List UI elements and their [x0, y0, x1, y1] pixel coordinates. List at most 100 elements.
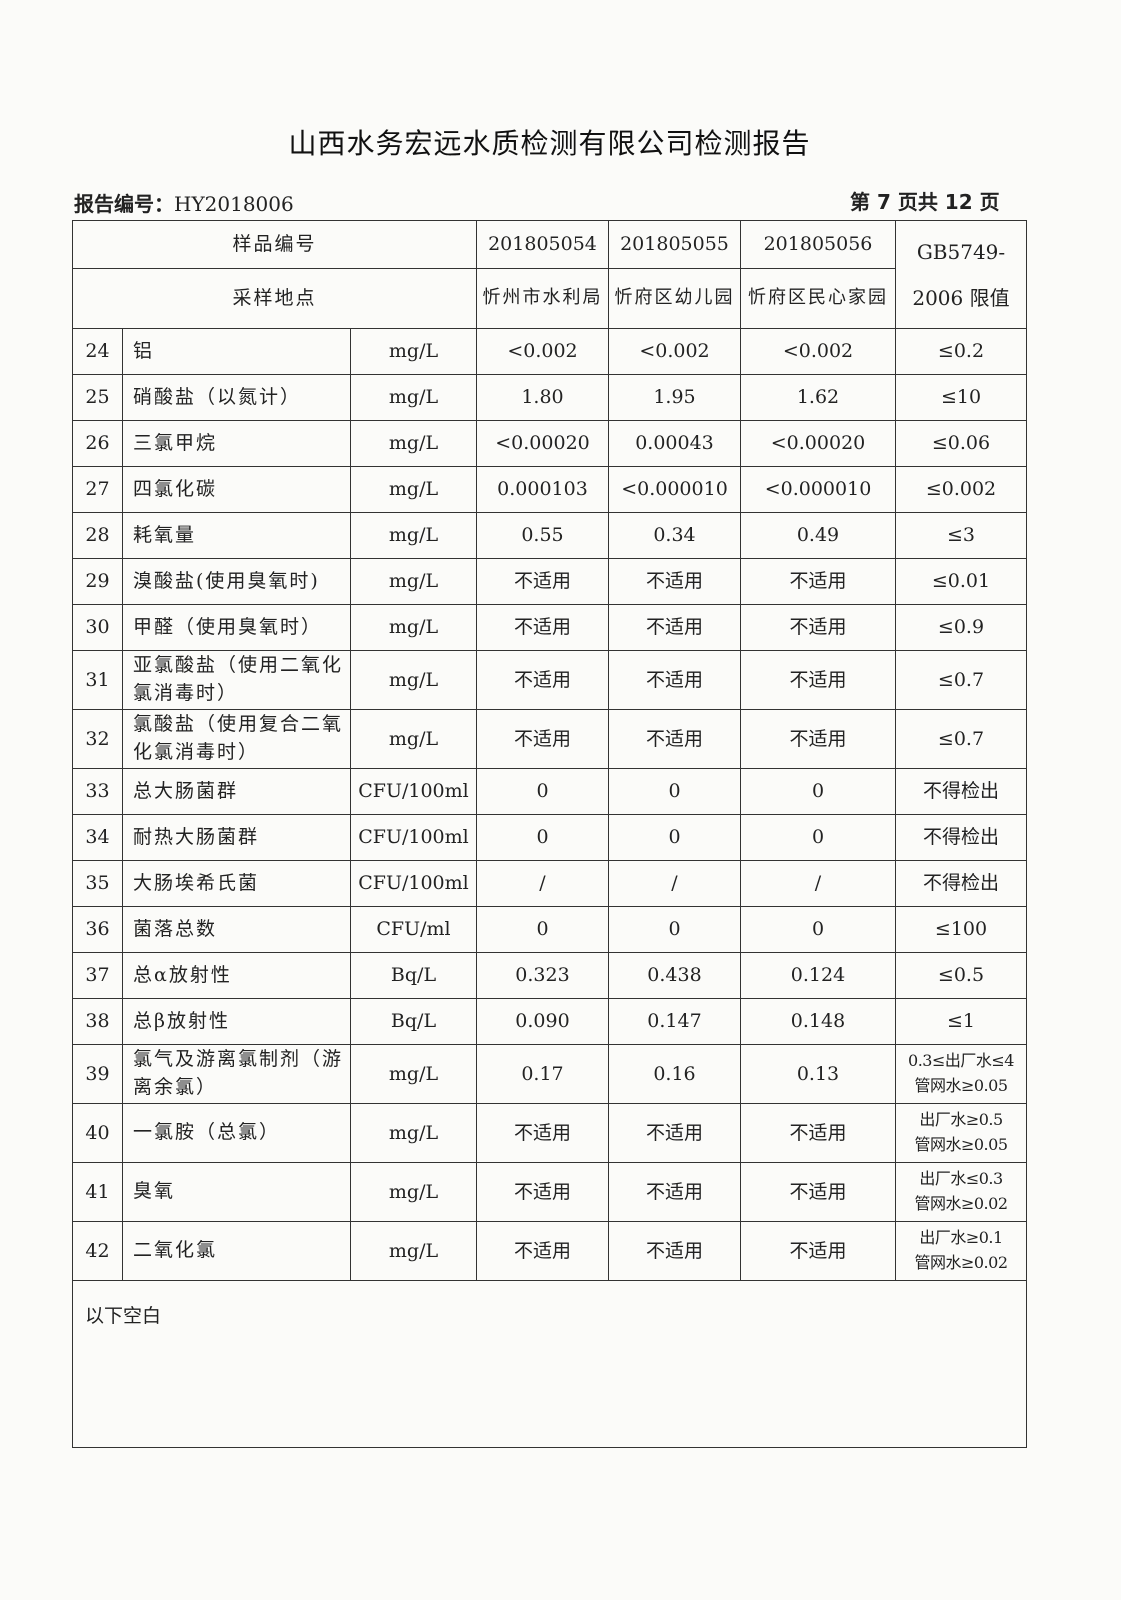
- limit-line: 出厂水≥0.5: [919, 1110, 1003, 1130]
- limit-value: ≤0.2: [895, 328, 1027, 375]
- sample-no-label: 样品编号: [72, 220, 477, 269]
- result-value: 不适用: [476, 709, 609, 769]
- item-name: 菌落总数: [122, 906, 351, 953]
- result-value: 1.80: [476, 374, 609, 421]
- table-row: 41 臭氧 mg/L 不适用 不适用 不适用 出厂水≤0.3 管网水≥0.02: [72, 1162, 1027, 1222]
- item-unit: mg/L: [350, 558, 477, 605]
- sample-site: 忻府区民心家园: [740, 268, 896, 329]
- table-row: 42 二氧化氯 mg/L 不适用 不适用 不适用 出厂水≥0.1 管网水≥0.02: [72, 1221, 1027, 1281]
- table-row: 34 耐热大肠菌群 CFU/100ml 0 0 0 不得检出: [72, 814, 1027, 861]
- item-unit: mg/L: [350, 1044, 477, 1104]
- item-unit: CFU/ml: [350, 906, 477, 953]
- item-name: 大肠埃希氏菌: [122, 860, 351, 907]
- item-unit: mg/L: [350, 709, 477, 769]
- item-name: 耗氧量: [122, 512, 351, 559]
- item-name: 一氯胺（总氯）: [122, 1103, 351, 1163]
- limit-value: ≤0.7: [895, 709, 1027, 769]
- item-name: 总大肠菌群: [122, 768, 351, 815]
- table-row: 40 一氯胺（总氯） mg/L 不适用 不适用 不适用 出厂水≥0.5 管网水≥0.05: [72, 1103, 1027, 1163]
- limit-value: ≤3: [895, 512, 1027, 559]
- result-value: <0.00020: [476, 420, 609, 467]
- result-value: /: [740, 860, 896, 907]
- result-value: 0.00043: [608, 420, 741, 467]
- item-number: 34: [72, 814, 123, 861]
- item-name: 总β放射性: [122, 998, 351, 1045]
- item-unit: mg/L: [350, 512, 477, 559]
- result-value: 0.13: [740, 1044, 896, 1104]
- sample-site: 忻府区幼儿园: [608, 268, 741, 329]
- result-value: 不适用: [476, 1103, 609, 1163]
- result-value: 不适用: [740, 650, 896, 710]
- table-row: 30 甲醛（使用臭氧时） mg/L 不适用 不适用 不适用 ≤0.9: [72, 604, 1027, 651]
- result-value: /: [608, 860, 741, 907]
- result-value: 不适用: [740, 1221, 896, 1281]
- page-info: 第 7 页共 12 页: [850, 190, 1000, 214]
- limit-value: ≤0.06: [895, 420, 1027, 467]
- result-value: 0: [740, 814, 896, 861]
- limit-value: ≤0.01: [895, 558, 1027, 605]
- limit-value: ≤0.002: [895, 466, 1027, 513]
- item-name: 硝酸盐（以氮计）: [122, 374, 351, 421]
- result-value: 1.95: [608, 374, 741, 421]
- table-row: 39 氯气及游离氯制剂（游离余氯） mg/L 0.17 0.16 0.13 0.3≤出厂水≤…: [72, 1044, 1027, 1104]
- result-value: 0: [608, 768, 741, 815]
- limit-value: 出厂水≥0.5 管网水≥0.05: [895, 1103, 1027, 1163]
- result-value: 不适用: [608, 709, 741, 769]
- result-value: 不适用: [740, 604, 896, 651]
- item-unit: CFU/100ml: [350, 860, 477, 907]
- result-value: 0.55: [476, 512, 609, 559]
- table-row: 32 氯酸盐（使用复合二氧化氯消毒时） mg/L 不适用 不适用 不适用 ≤0.7: [72, 709, 1027, 769]
- result-value: 0: [608, 906, 741, 953]
- table-row: 36 菌落总数 CFU/ml 0 0 0 ≤100: [72, 906, 1027, 953]
- item-number: 27: [72, 466, 123, 513]
- item-name: 甲醛（使用臭氧时）: [122, 604, 351, 651]
- result-value: 0.16: [608, 1044, 741, 1104]
- item-name: 二氧化氯: [122, 1221, 351, 1281]
- result-value: 0.147: [608, 998, 741, 1045]
- item-number: 40: [72, 1103, 123, 1163]
- item-number: 36: [72, 906, 123, 953]
- result-value: 0.438: [608, 952, 741, 999]
- limit-value: ≤0.5: [895, 952, 1027, 999]
- site-label: 采样地点: [72, 268, 477, 329]
- result-value: 0.17: [476, 1044, 609, 1104]
- result-value: 不适用: [740, 1162, 896, 1222]
- item-unit: Bq/L: [350, 998, 477, 1045]
- result-value: 0: [476, 768, 609, 815]
- item-name: 氯气及游离氯制剂（游离余氯）: [122, 1044, 351, 1104]
- result-value: <0.002: [740, 328, 896, 375]
- result-value: 不适用: [476, 650, 609, 710]
- item-name: 耐热大肠菌群: [122, 814, 351, 861]
- result-value: <0.000010: [608, 466, 741, 513]
- result-value: 0.000103: [476, 466, 609, 513]
- report-number: 报告编号：HY2018006: [74, 188, 294, 217]
- limit-line: 出厂水≥0.1: [919, 1228, 1003, 1248]
- result-value: 不适用: [740, 1103, 896, 1163]
- limit-value: ≤10: [895, 374, 1027, 421]
- result-value: 0.34: [608, 512, 741, 559]
- table-row: 24 铝 mg/L <0.002 <0.002 <0.002 ≤0.2: [72, 328, 1027, 375]
- report-number-value: HY2018006: [174, 192, 294, 216]
- result-value: 不适用: [476, 558, 609, 605]
- item-number: 37: [72, 952, 123, 999]
- table-row: 29 溴酸盐(使用臭氧时) mg/L 不适用 不适用 不适用 ≤0.01: [72, 558, 1027, 605]
- result-value: 不适用: [608, 1162, 741, 1222]
- result-value: 0: [608, 814, 741, 861]
- item-name: 亚氯酸盐（使用二氧化氯消毒时）: [122, 650, 351, 710]
- table-row: 27 四氯化碳 mg/L 0.000103 <0.000010 <0.000010 ≤0.0…: [72, 466, 1027, 513]
- item-unit: mg/L: [350, 328, 477, 375]
- limit-value: 不得检出: [895, 814, 1027, 861]
- item-unit: mg/L: [350, 650, 477, 710]
- footer-note: 以下空白: [72, 1280, 1027, 1448]
- item-number: 35: [72, 860, 123, 907]
- limit-line: 管网水≥0.02: [914, 1194, 1008, 1213]
- item-unit: mg/L: [350, 1221, 477, 1281]
- limit-value: 0.3≤出厂水≤4 管网水≥0.05: [895, 1044, 1027, 1104]
- limit-value: ≤100: [895, 906, 1027, 953]
- limit-line: 出厂水≤0.3: [919, 1169, 1003, 1189]
- item-unit: mg/L: [350, 604, 477, 651]
- item-number: 30: [72, 604, 123, 651]
- item-number: 26: [72, 420, 123, 467]
- limit-value: 不得检出: [895, 860, 1027, 907]
- result-value: 不适用: [608, 1103, 741, 1163]
